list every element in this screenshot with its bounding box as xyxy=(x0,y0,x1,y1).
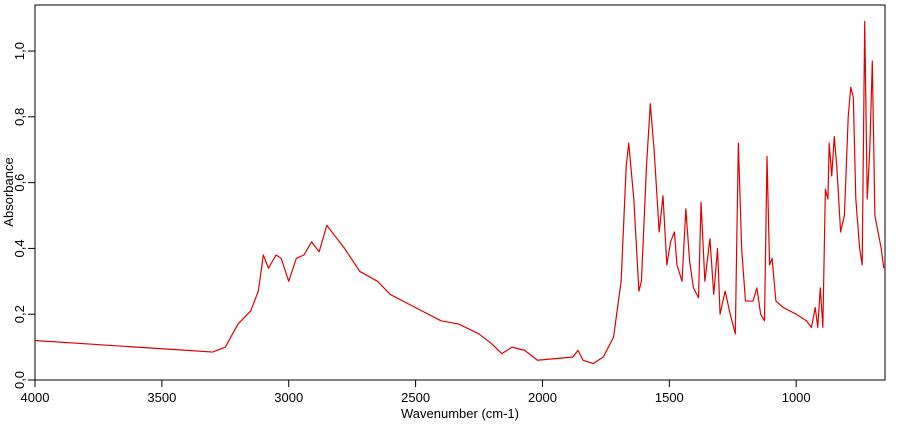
y-tick-label: 0,8 xyxy=(12,108,27,126)
y-tick-label: 0,2 xyxy=(12,305,27,323)
spectrum-line xyxy=(34,20,885,365)
x-tick-label: 2000 xyxy=(528,390,557,405)
y-tick-label: 0,6 xyxy=(12,174,27,192)
plot-frame xyxy=(34,4,886,381)
x-tick-label: 1500 xyxy=(655,390,684,405)
x-tick-label: 4000 xyxy=(21,390,50,405)
x-tick-label: 1000 xyxy=(782,390,811,405)
x-tick-label: 2500 xyxy=(401,390,430,405)
x-tick-label: 3500 xyxy=(147,390,176,405)
x-tick-label: 3000 xyxy=(274,390,303,405)
x-axis-label: Wavenumber (cm-1) xyxy=(401,406,519,421)
y-tick-label: 0,4 xyxy=(12,239,27,257)
y-tick-label: 0,0 xyxy=(12,371,27,389)
y-tick-label: 1,0 xyxy=(12,42,27,60)
y-axis-label: Absorbance xyxy=(1,157,16,226)
